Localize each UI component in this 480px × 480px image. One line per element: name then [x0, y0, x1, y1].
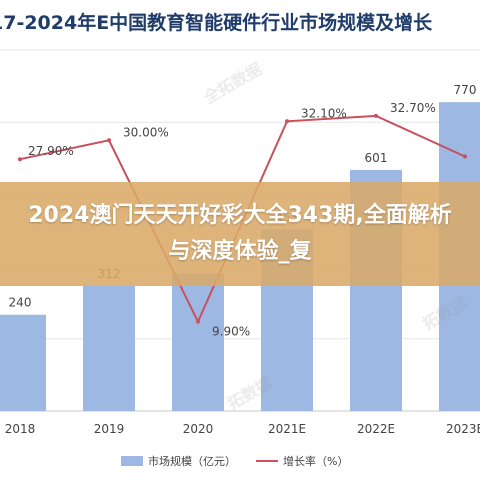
growth-value-label: 30.00% [123, 125, 169, 139]
x-tick-label: 2020 [183, 422, 214, 436]
growth-value-label: 9.90% [212, 325, 250, 339]
x-tick-label: 2018 [5, 422, 36, 436]
growth-point [18, 157, 22, 162]
bar [0, 314, 46, 411]
growth-point [196, 319, 200, 324]
growth-point [374, 113, 378, 118]
growth-point [285, 119, 289, 124]
bar-value-label: 770 [454, 83, 477, 97]
x-tick-label: 2021E [268, 422, 306, 436]
growth-value-label: 27.90% [28, 144, 74, 158]
overlay-banner: 2024澳门天天开好彩大全343期,全面解析与深度体验_复 [0, 182, 480, 286]
bar-value-label: 240 [9, 296, 32, 310]
bar [83, 285, 135, 411]
bar-value-label: 601 [365, 151, 388, 165]
legend-line-label: 增长率（%） [283, 454, 348, 468]
legend-bar-label: 市场规模（亿元） [148, 454, 236, 468]
growth-point [463, 154, 467, 159]
growth-point [107, 138, 111, 143]
growth-value-label: 32.70% [390, 101, 436, 115]
chart-title: 17-2024年E中国教育智能硬件行业市场规模及增长 [0, 12, 433, 34]
legend-bar-swatch [121, 456, 143, 466]
bar [172, 273, 224, 411]
x-tick-label: 2022E [357, 422, 395, 436]
growth-value-label: 32.10% [301, 106, 347, 120]
overlay-headline: 2024澳门天天开好彩大全343期,全面解析与深度体验_复 [28, 203, 452, 264]
x-tick-label: 2023E [446, 422, 480, 436]
x-tick-label: 2019 [94, 422, 125, 436]
